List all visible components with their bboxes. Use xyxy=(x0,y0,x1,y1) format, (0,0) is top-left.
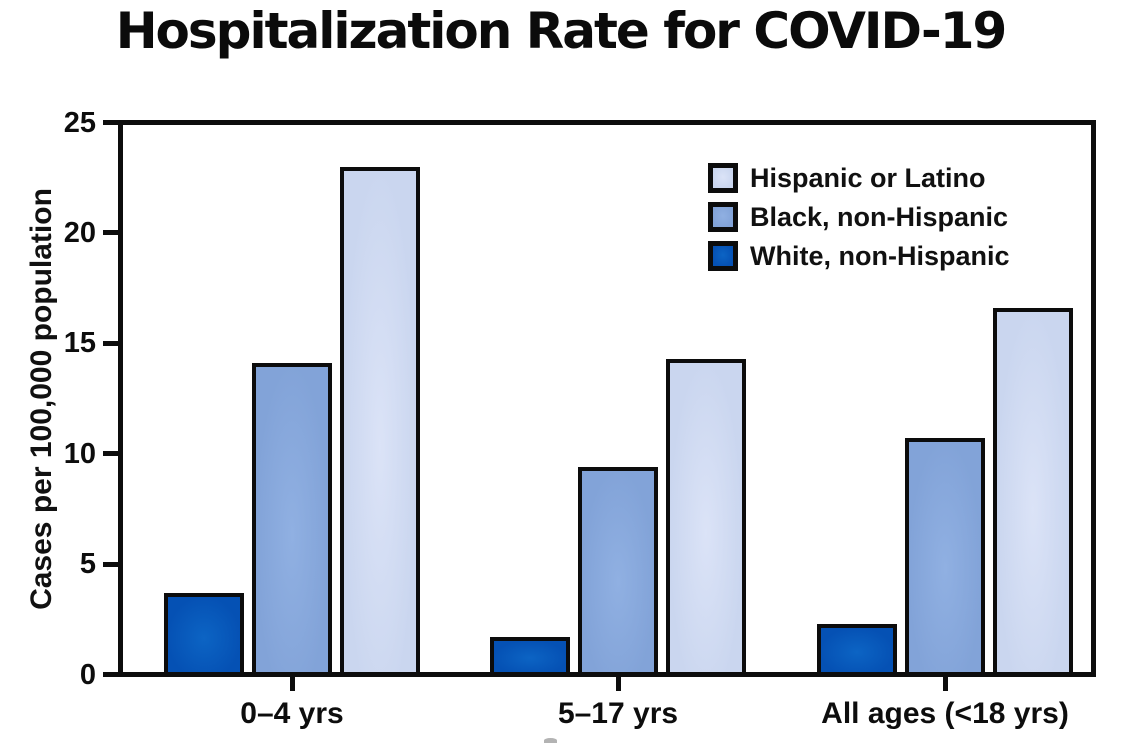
bar-white-non-hispanic-group1 xyxy=(164,593,244,672)
legend-label: White, non-Hispanic xyxy=(750,241,1010,271)
plot-area xyxy=(118,120,1096,677)
cropped-text-fragment xyxy=(544,738,557,743)
legend-label: Hispanic or Latino xyxy=(750,163,986,193)
legend-swatch-white-non-hispanic xyxy=(708,241,738,271)
y-tick-5 xyxy=(103,561,118,567)
y-tick-15 xyxy=(103,340,118,346)
x-tick-label: 0–4 yrs xyxy=(240,697,344,730)
y-tick-label: 20 xyxy=(63,216,96,249)
y-tick-label: 15 xyxy=(63,327,96,360)
bar-hispanic-or-latino-group2 xyxy=(666,359,746,672)
y-axis-title: Cases per 100,000 population xyxy=(25,188,58,610)
legend-swatch-black-non-hispanic xyxy=(708,202,738,232)
chart-title: Hospitalization Rate for COVID-19 xyxy=(115,2,1008,60)
y-tick-20 xyxy=(103,230,118,236)
legend-swatch-hispanic-or-latino xyxy=(708,163,738,193)
x-tick-label: All ages (<18 yrs) xyxy=(821,697,1069,730)
y-tick-25 xyxy=(103,120,118,125)
bar-hispanic-or-latino-group1 xyxy=(340,167,420,672)
y-tick-label: 5 xyxy=(79,548,96,581)
x-tick xyxy=(942,677,948,691)
y-tick-label: 10 xyxy=(63,437,96,470)
y-tick-10 xyxy=(103,451,118,457)
bar-black-non-hispanic-group1 xyxy=(252,363,332,672)
bar-black-non-hispanic-group2 xyxy=(578,467,658,672)
y-tick-0 xyxy=(103,672,118,677)
legend-label: Black, non-Hispanic xyxy=(750,202,1009,232)
bar-white-non-hispanic-group2 xyxy=(490,637,570,672)
bar-hispanic-or-latino-group3 xyxy=(993,308,1073,672)
x-tick xyxy=(615,677,621,691)
x-tick xyxy=(289,677,295,691)
bar-white-non-hispanic-group3 xyxy=(817,624,897,672)
x-tick-label: 5–17 yrs xyxy=(557,697,679,730)
y-tick-label: 25 xyxy=(63,106,96,139)
y-tick-label: 0 xyxy=(79,658,96,691)
bar-black-non-hispanic-group3 xyxy=(905,438,985,672)
